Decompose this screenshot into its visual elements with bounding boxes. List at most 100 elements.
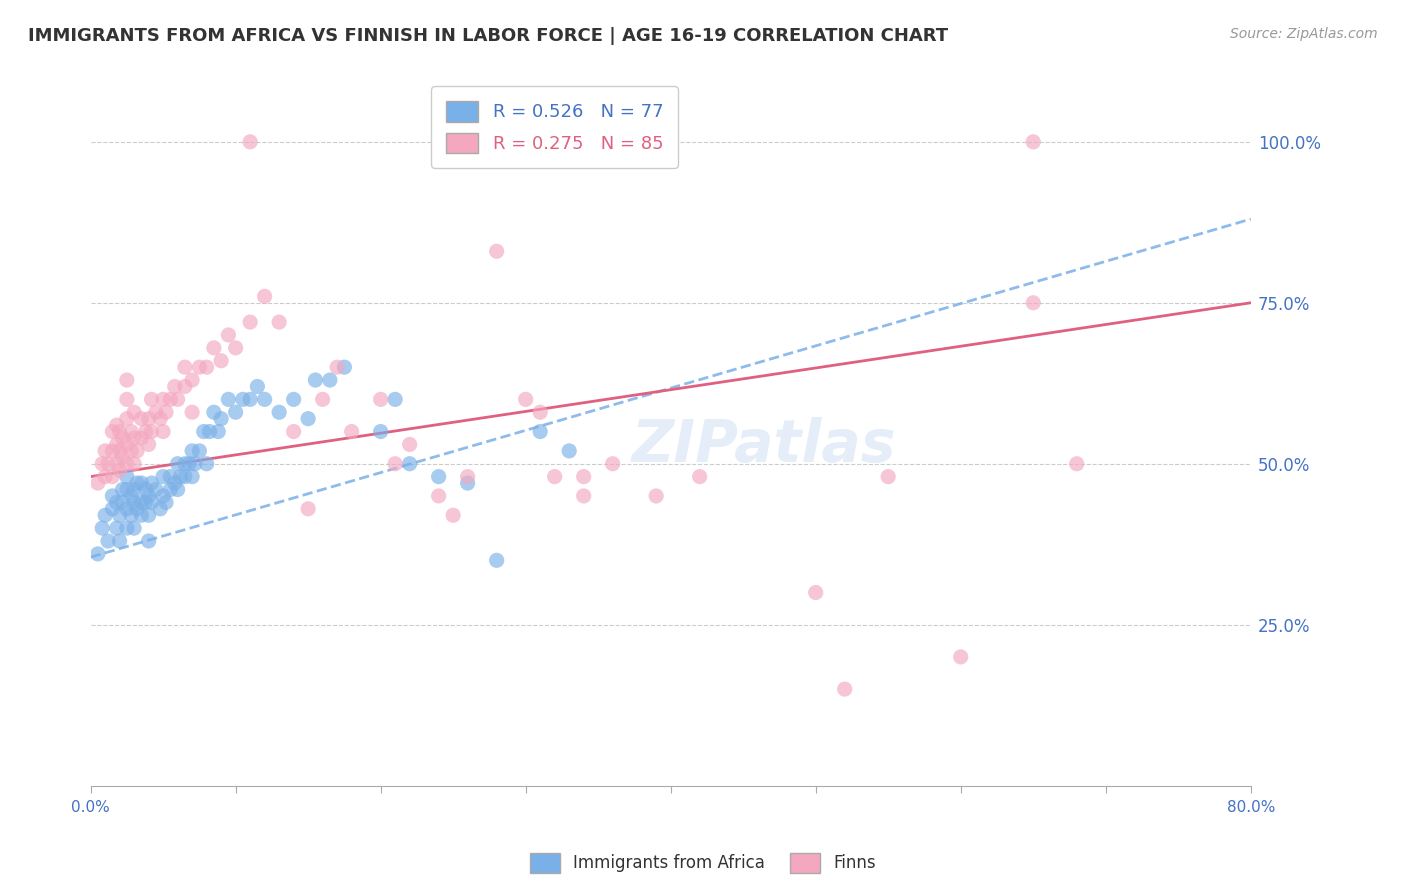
- Point: [166, 483, 188, 497]
- Point: [169, 469, 191, 483]
- Point: [558, 443, 581, 458]
- Point: [246, 379, 269, 393]
- Point: [94, 443, 117, 458]
- Point: [253, 289, 276, 303]
- Point: [645, 489, 668, 503]
- Point: [181, 469, 204, 483]
- Point: [181, 443, 204, 458]
- Point: [145, 483, 167, 497]
- Point: [108, 425, 131, 439]
- Point: [105, 437, 128, 451]
- Point: [115, 392, 138, 407]
- Point: [166, 392, 188, 407]
- Point: [457, 469, 479, 483]
- Point: [163, 476, 186, 491]
- Point: [135, 483, 157, 497]
- Point: [217, 392, 239, 407]
- Point: [135, 495, 157, 509]
- Point: [115, 373, 138, 387]
- Point: [384, 457, 406, 471]
- Point: [108, 443, 131, 458]
- Point: [94, 469, 117, 483]
- Point: [689, 469, 711, 483]
- Point: [108, 508, 131, 523]
- Point: [152, 489, 174, 503]
- Point: [138, 508, 160, 523]
- Point: [370, 425, 392, 439]
- Point: [115, 411, 138, 425]
- Point: [101, 443, 124, 458]
- Point: [232, 392, 254, 407]
- Point: [97, 457, 120, 471]
- Point: [340, 425, 363, 439]
- Point: [108, 534, 131, 549]
- Point: [111, 495, 134, 509]
- Point: [87, 476, 110, 491]
- Point: [457, 476, 479, 491]
- Point: [101, 489, 124, 503]
- Point: [602, 457, 624, 471]
- Point: [544, 469, 567, 483]
- Point: [115, 483, 138, 497]
- Point: [87, 547, 110, 561]
- Point: [283, 425, 305, 439]
- Point: [202, 405, 225, 419]
- Point: [572, 469, 595, 483]
- Point: [115, 469, 138, 483]
- Point: [105, 495, 128, 509]
- Point: [398, 437, 420, 451]
- Point: [120, 443, 142, 458]
- Point: [91, 457, 114, 471]
- Point: [141, 392, 163, 407]
- Point: [202, 341, 225, 355]
- Point: [115, 501, 138, 516]
- Point: [572, 489, 595, 503]
- Point: [427, 469, 450, 483]
- Point: [179, 457, 201, 471]
- Point: [253, 392, 276, 407]
- Point: [1022, 135, 1045, 149]
- Point: [1022, 295, 1045, 310]
- Point: [239, 315, 262, 329]
- Point: [120, 508, 142, 523]
- Point: [283, 392, 305, 407]
- Point: [319, 373, 342, 387]
- Point: [135, 425, 157, 439]
- Point: [225, 341, 247, 355]
- Point: [311, 392, 333, 407]
- Point: [108, 463, 131, 477]
- Text: Source: ZipAtlas.com: Source: ZipAtlas.com: [1230, 27, 1378, 41]
- Point: [122, 431, 145, 445]
- Point: [138, 489, 160, 503]
- Point: [188, 443, 211, 458]
- Point: [115, 457, 138, 471]
- Point: [115, 521, 138, 535]
- Point: [195, 360, 218, 375]
- Point: [159, 469, 181, 483]
- Point: [122, 457, 145, 471]
- Point: [152, 425, 174, 439]
- Point: [149, 501, 172, 516]
- Point: [131, 411, 153, 425]
- Point: [120, 425, 142, 439]
- Point: [166, 457, 188, 471]
- Point: [101, 501, 124, 516]
- Point: [198, 425, 221, 439]
- Point: [131, 431, 153, 445]
- Point: [131, 476, 153, 491]
- Point: [105, 521, 128, 535]
- Point: [209, 411, 232, 425]
- Point: [138, 437, 160, 451]
- Point: [101, 469, 124, 483]
- Point: [125, 443, 148, 458]
- Point: [152, 392, 174, 407]
- Point: [485, 553, 508, 567]
- Point: [225, 405, 247, 419]
- Point: [159, 392, 181, 407]
- Point: [181, 373, 204, 387]
- Point: [105, 418, 128, 433]
- Point: [427, 489, 450, 503]
- Point: [333, 360, 356, 375]
- Point: [111, 450, 134, 465]
- Text: ZIPatlas: ZIPatlas: [631, 417, 896, 475]
